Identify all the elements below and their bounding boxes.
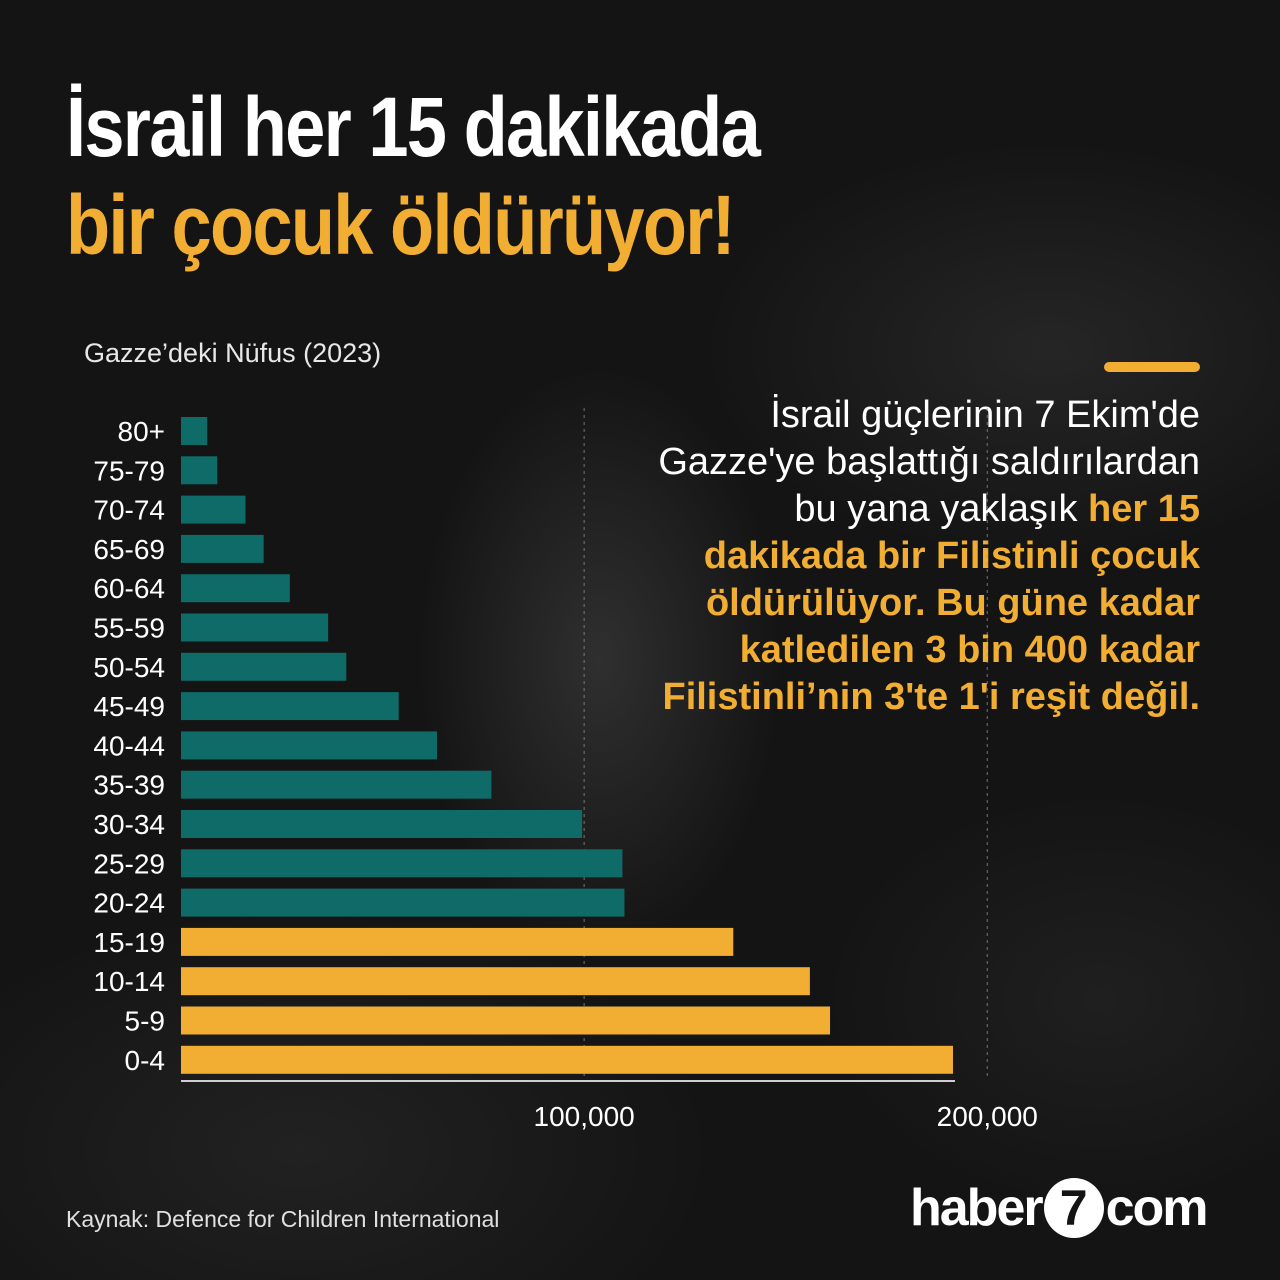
- y-category-label: 10-14: [93, 966, 165, 997]
- logo-seven-circle: 7: [1043, 1178, 1104, 1238]
- chart-title: Gazze’deki Nüfus (2023): [84, 338, 382, 368]
- headline: İsrail her 15 dakikada bir çocuk öldürüy…: [66, 78, 761, 274]
- bar-50-54: [181, 652, 347, 681]
- bar-55-59: [181, 613, 329, 642]
- bar-20-24: [181, 888, 625, 917]
- x-tick-label: 100,000: [534, 1101, 635, 1132]
- bar-5-9: [181, 1006, 831, 1035]
- y-category-label: 40-44: [93, 730, 165, 761]
- headline-line-2: bir çocuk öldürüyor!: [66, 178, 736, 272]
- bar-60-64: [181, 574, 290, 603]
- haber7-logo: haber 7 com: [910, 1178, 1209, 1238]
- y-category-label: 30-34: [93, 809, 165, 840]
- info-text-normal: İsrail güçlerinin 7 Ekim'de Gazze'ye baş…: [658, 394, 1200, 530]
- y-category-label: 80+: [118, 416, 166, 447]
- bar-15-19: [181, 927, 734, 956]
- y-category-label: 0-4: [125, 1045, 165, 1076]
- bar-70-74: [181, 495, 246, 524]
- headline-line-1: İsrail her 15 dakikada: [66, 80, 761, 174]
- y-category-label: 15-19: [93, 927, 165, 958]
- logo-prefix: haber: [910, 1179, 1044, 1237]
- bar-0-4: [181, 1045, 953, 1074]
- y-category-label: 45-49: [93, 691, 165, 722]
- y-category-label: 65-69: [93, 534, 165, 565]
- y-category-label: 20-24: [93, 888, 165, 919]
- bar-25-29: [181, 849, 623, 878]
- info-text: İsrail güçlerinin 7 Ekim'de Gazze'ye baş…: [640, 392, 1200, 721]
- y-category-label: 70-74: [93, 495, 165, 526]
- bar-75-79: [181, 456, 218, 485]
- y-category-label: 75-79: [93, 455, 165, 486]
- bar-40-44: [181, 731, 437, 760]
- y-category-label: 55-59: [93, 613, 165, 644]
- y-category-label: 35-39: [93, 770, 165, 801]
- bar-65-69: [181, 534, 264, 563]
- info-text-highlight: her 15 dakikada bir Filistinli çocuk öld…: [662, 488, 1200, 718]
- logo-suffix: com: [1105, 1179, 1209, 1237]
- source-note: Kaynak: Defence for Children Internation…: [66, 1206, 500, 1232]
- y-category-label: 5-9: [125, 1006, 165, 1037]
- bar-80+: [181, 417, 208, 445]
- bar-45-49: [181, 692, 399, 721]
- y-category-label: 50-54: [93, 652, 165, 683]
- accent-bar: [1104, 362, 1200, 372]
- y-category-label: 25-29: [93, 848, 165, 879]
- y-category-label: 60-64: [93, 573, 165, 604]
- bar-10-14: [181, 967, 810, 996]
- bar-35-39: [181, 770, 492, 799]
- x-tick-label: 200,000: [937, 1101, 1038, 1132]
- bar-30-34: [181, 810, 583, 838]
